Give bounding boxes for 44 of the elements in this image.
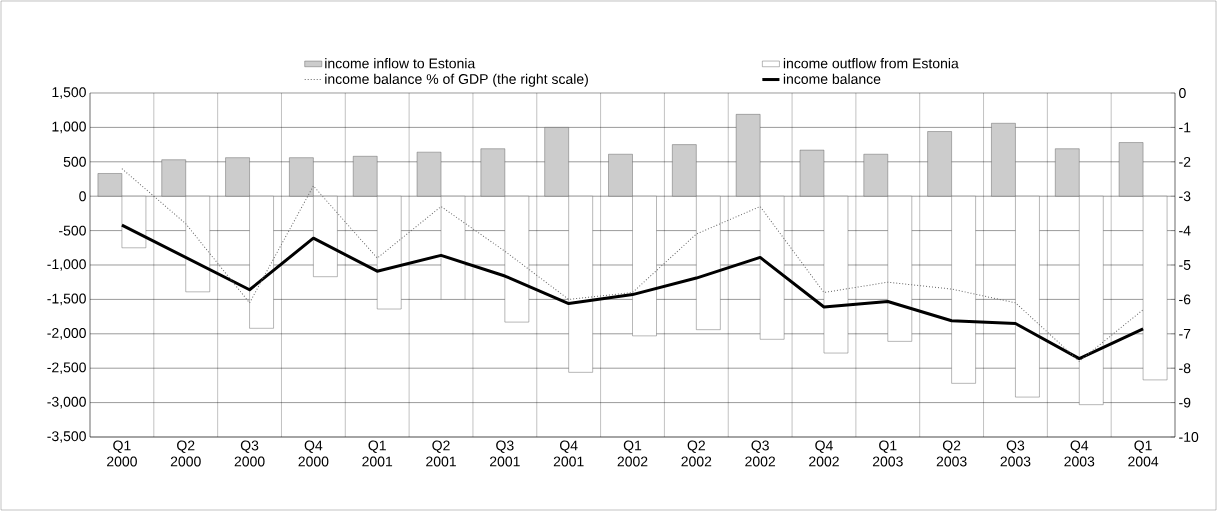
x-tick-label: Q3 2002: [745, 440, 776, 467]
y2-tick-label: -1: [1179, 122, 1191, 133]
legend-label: income balance % of GDP (the right scale): [325, 73, 588, 87]
legend-label: income balance: [783, 73, 881, 84]
y2-tick-label: -10: [1179, 432, 1199, 442]
x-tick-label: Q1 2001: [362, 440, 393, 467]
y-tick-label: 500: [63, 156, 86, 167]
y2-tick-label: -6: [1179, 294, 1191, 305]
y2-tick-label: -7: [1179, 328, 1191, 339]
legend-label: income outflow from Estonia: [783, 58, 959, 69]
x-tick-label: Q3 2000: [234, 440, 265, 467]
y-tick-label: -3,000: [47, 396, 86, 409]
y2-tick-label: -8: [1179, 363, 1191, 374]
x-tick-label: Q3 2001: [489, 440, 520, 467]
line-series: [121, 168, 1144, 362]
y-tick-label: -1,500: [47, 293, 86, 306]
x-tick-label: Q1 2002: [617, 440, 648, 467]
x-tick-label: Q2 2003: [936, 440, 967, 467]
x-tick-label: Q4 2001: [553, 440, 584, 467]
y-tick-label: 0: [79, 191, 86, 202]
y-tick-label: -3,500: [47, 431, 86, 443]
legend-label: income inflow to Estonia: [325, 58, 476, 69]
y-tick-label: -2,000: [47, 328, 86, 340]
x-tick-label: Q2 2002: [681, 440, 712, 467]
y2-tick-label: 0: [1179, 88, 1186, 98]
y2-tick-label: -3: [1179, 191, 1191, 202]
x-tick-label: Q1 2003: [872, 440, 903, 467]
y-tick-label: -1,000: [47, 259, 86, 271]
x-tick-label: Q1 2004: [1128, 440, 1159, 467]
y-tick-label: 1,000: [52, 121, 86, 134]
y2-tick-label: -5: [1179, 260, 1191, 270]
y2-tick-label: -2: [1179, 156, 1191, 167]
y-tick-label: -2,500: [47, 362, 86, 374]
x-tick-label: Q3 2003: [1000, 440, 1031, 467]
y-tick-label: 1,500: [52, 87, 86, 99]
x-tick-label: Q4 2003: [1064, 440, 1095, 467]
x-tick-label: Q1 2000: [107, 440, 137, 467]
y2-tick-label: -9: [1179, 397, 1191, 408]
x-tick-label: Q4 2000: [298, 440, 329, 467]
y-tick-label: -500: [59, 225, 86, 236]
x-tick-label: Q4 2002: [809, 440, 839, 467]
y2-tick-label: -4: [1179, 225, 1191, 236]
x-tick-label: Q2 2001: [426, 440, 456, 467]
x-tick-label: Q2 2000: [170, 440, 201, 467]
